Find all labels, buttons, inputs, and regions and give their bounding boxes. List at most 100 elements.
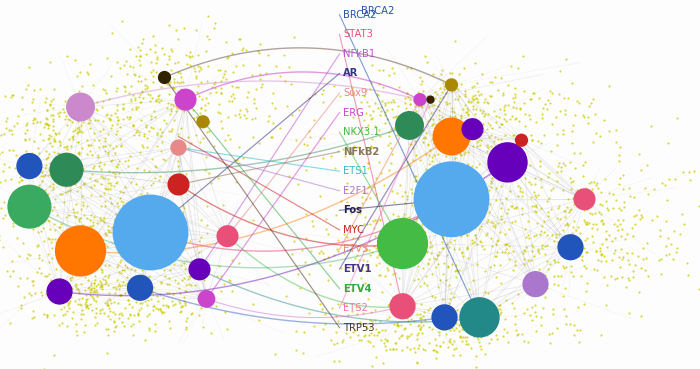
Point [374, 112, 386, 118]
Point [438, 138, 449, 144]
Point [227, 289, 238, 294]
Point [587, 221, 598, 227]
Point [313, 251, 324, 256]
Point [154, 306, 165, 312]
Point [423, 261, 434, 266]
Point [557, 187, 568, 193]
Point [58, 199, 69, 205]
Point [528, 253, 539, 259]
Point [386, 99, 397, 105]
Text: MYC: MYC [343, 225, 364, 235]
Point [385, 140, 396, 146]
Point [473, 99, 484, 105]
Point [108, 299, 120, 305]
Point [629, 194, 640, 200]
Point [144, 327, 155, 333]
Point [9, 209, 20, 215]
Point [135, 117, 146, 123]
Point [617, 254, 629, 260]
Point [464, 184, 475, 190]
Point [193, 93, 204, 99]
Point [36, 169, 47, 175]
Point [127, 123, 139, 129]
Point [540, 251, 551, 257]
Point [612, 276, 623, 282]
Point [15, 177, 27, 183]
Point [82, 69, 93, 75]
Point [435, 136, 447, 142]
Point [116, 245, 127, 251]
Point [279, 52, 290, 58]
Point [67, 206, 78, 211]
Point [183, 96, 195, 102]
Text: Fos: Fos [343, 205, 362, 215]
Point [247, 134, 258, 140]
Point [416, 301, 427, 307]
Point [510, 327, 522, 333]
Point [480, 111, 491, 117]
Point [78, 119, 89, 125]
Point [412, 211, 423, 217]
Point [477, 315, 489, 321]
Point [69, 57, 80, 63]
Point [457, 106, 468, 112]
Point [430, 323, 442, 329]
Point [581, 197, 592, 203]
Point [43, 217, 54, 223]
Point [446, 69, 457, 75]
Point [17, 200, 28, 206]
Point [559, 111, 570, 117]
Point [636, 212, 647, 218]
Point [61, 146, 72, 152]
Point [462, 217, 473, 223]
Point [100, 262, 111, 268]
Point [396, 347, 407, 353]
Point [393, 222, 404, 228]
Point [115, 143, 126, 149]
Point [583, 220, 594, 226]
Point [14, 174, 25, 180]
Point [393, 103, 404, 109]
Point [486, 243, 498, 249]
Point [449, 38, 461, 44]
Point [260, 70, 272, 76]
Point [57, 312, 69, 318]
Point [61, 167, 72, 173]
Point [45, 98, 56, 104]
Point [444, 70, 455, 76]
Point [30, 192, 41, 198]
Point [428, 152, 439, 158]
Point [147, 250, 158, 256]
Point [74, 149, 85, 155]
Point [492, 169, 503, 175]
Point [379, 112, 391, 118]
Point [456, 334, 467, 339]
Point [420, 229, 431, 235]
Point [100, 327, 111, 332]
Point [466, 345, 477, 351]
Point [106, 224, 118, 230]
Point [468, 117, 479, 123]
Point [106, 158, 117, 163]
Point [377, 360, 388, 366]
Point [97, 286, 108, 292]
Point [38, 173, 49, 179]
Point [102, 111, 113, 117]
Point [460, 323, 471, 328]
Point [223, 99, 235, 104]
Point [461, 326, 472, 332]
Point [86, 287, 97, 293]
Point [574, 230, 585, 235]
Point [486, 175, 497, 181]
Point [600, 258, 611, 264]
Point [71, 170, 82, 176]
Point [360, 280, 371, 286]
Point [111, 264, 122, 270]
Point [177, 203, 188, 208]
Point [389, 340, 400, 346]
Point [46, 245, 57, 251]
Point [568, 195, 579, 201]
Point [120, 241, 131, 247]
Point [197, 96, 208, 102]
Point [386, 251, 398, 256]
